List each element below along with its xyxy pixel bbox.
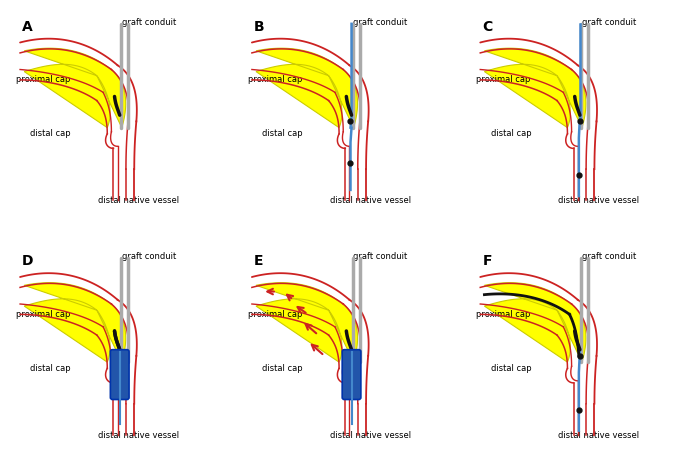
Polygon shape [256, 48, 358, 128]
Polygon shape [24, 48, 126, 128]
Text: D: D [22, 254, 34, 268]
Text: graft conduit: graft conduit [122, 252, 176, 261]
Text: B: B [254, 20, 264, 34]
Text: E: E [254, 254, 264, 268]
Polygon shape [24, 283, 126, 362]
Text: distal cap: distal cap [30, 364, 71, 373]
Text: distal native vessel: distal native vessel [558, 431, 639, 439]
Text: distal cap: distal cap [491, 129, 531, 138]
Text: distal native vessel: distal native vessel [329, 431, 411, 439]
Text: distal native vessel: distal native vessel [329, 196, 411, 205]
Text: distal cap: distal cap [262, 129, 303, 138]
Text: proximal cap: proximal cap [248, 76, 302, 84]
Text: C: C [482, 20, 493, 34]
Polygon shape [484, 48, 586, 128]
Text: distal cap: distal cap [491, 364, 531, 373]
Text: proximal cap: proximal cap [248, 310, 302, 319]
FancyBboxPatch shape [111, 350, 129, 400]
Text: graft conduit: graft conduit [354, 252, 408, 261]
Text: proximal cap: proximal cap [16, 76, 71, 84]
Text: distal native vessel: distal native vessel [98, 431, 179, 439]
Text: F: F [482, 254, 492, 268]
Text: distal cap: distal cap [30, 129, 71, 138]
Text: distal native vessel: distal native vessel [98, 196, 179, 205]
Text: proximal cap: proximal cap [476, 310, 531, 319]
Text: proximal cap: proximal cap [16, 310, 71, 319]
Text: graft conduit: graft conduit [122, 18, 176, 27]
Text: distal native vessel: distal native vessel [558, 196, 639, 205]
Text: graft conduit: graft conduit [582, 18, 636, 27]
Text: graft conduit: graft conduit [582, 252, 636, 261]
Text: proximal cap: proximal cap [476, 76, 531, 84]
Polygon shape [256, 283, 358, 362]
Text: distal cap: distal cap [262, 364, 303, 373]
Text: A: A [22, 20, 33, 34]
FancyBboxPatch shape [342, 350, 361, 400]
Text: graft conduit: graft conduit [354, 18, 408, 27]
Polygon shape [484, 283, 586, 362]
